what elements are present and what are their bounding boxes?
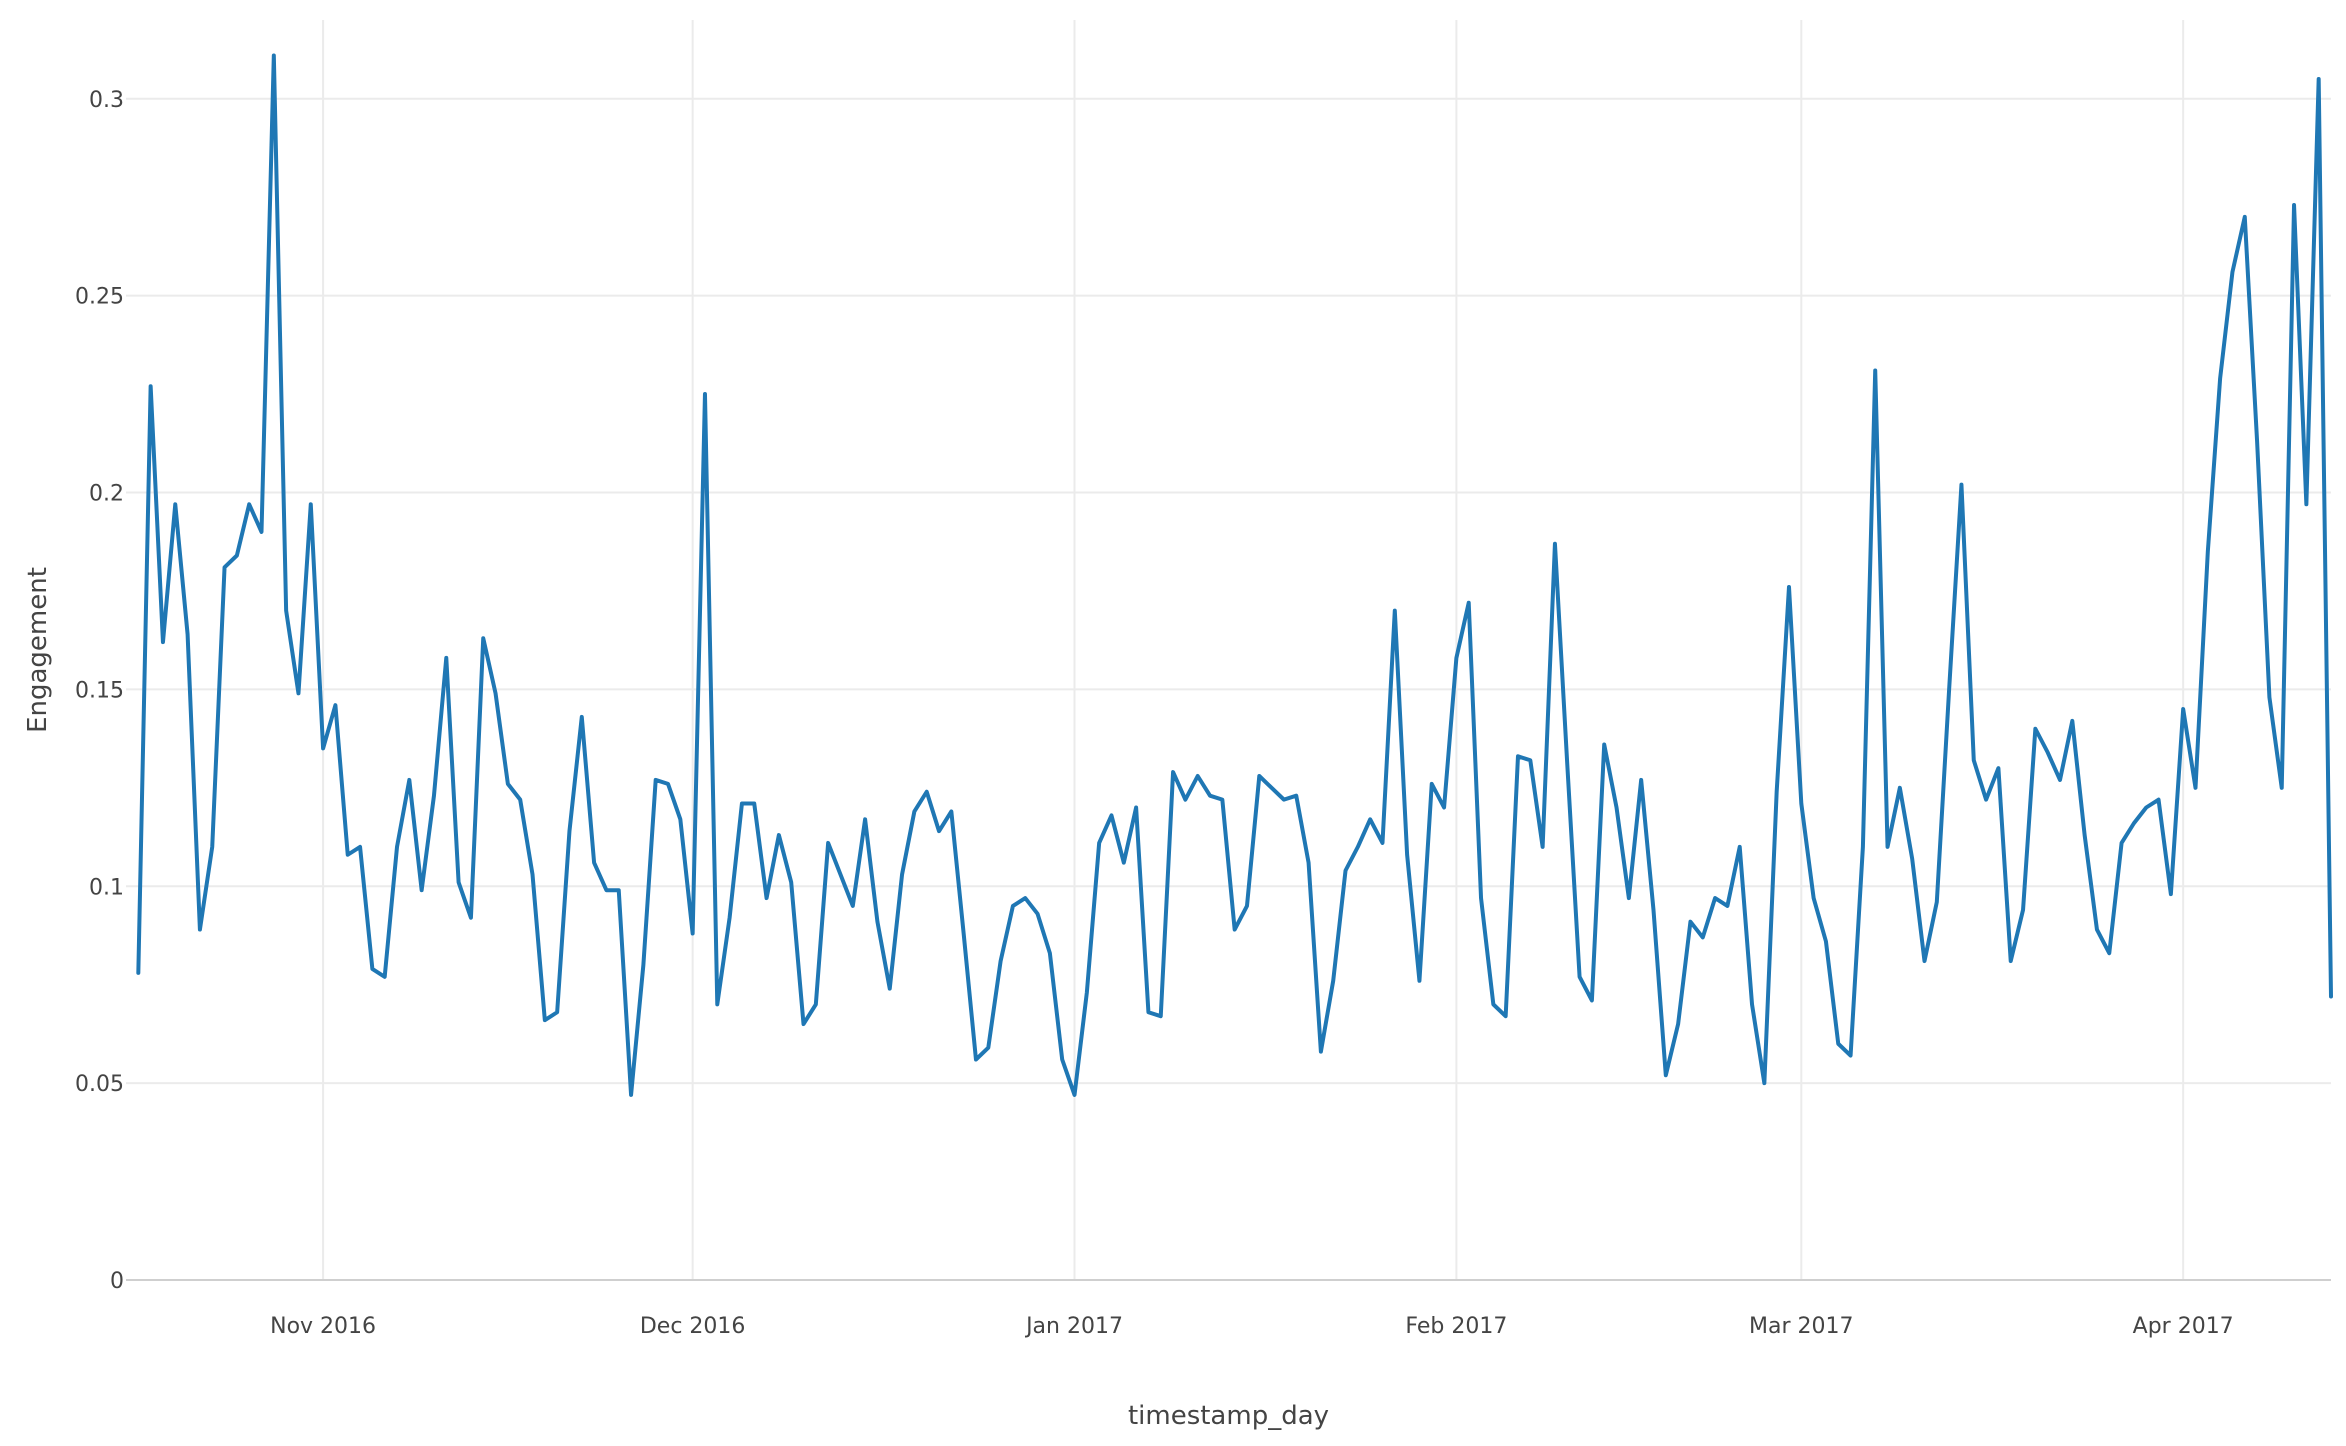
x-tick-label: Nov 2016 xyxy=(270,1314,376,1339)
x-tick-label: Mar 2017 xyxy=(1749,1314,1854,1339)
engagement-series-line xyxy=(136,53,2333,1097)
x-tick-label: Feb 2017 xyxy=(1405,1314,1507,1339)
x-tick-label: Jan 2017 xyxy=(1024,1314,1123,1339)
y-tick-label: 0.1 xyxy=(89,875,124,900)
y-tick-labels: 0 0.05 0.1 0.15 0.2 0.25 0.3 xyxy=(75,88,124,1294)
x-tick-labels: Nov 2016 Dec 2016 Jan 2017 Feb 2017 Mar 2017… xyxy=(270,1314,2234,1339)
y-tick-label: 0.05 xyxy=(75,1072,124,1097)
y-tick-label: 0.15 xyxy=(75,678,124,703)
y-tick-label: 0.2 xyxy=(89,482,124,507)
x-tick-label: Dec 2016 xyxy=(640,1314,746,1339)
y-tick-label: 0 xyxy=(110,1269,124,1294)
y-tick-label: 0.3 xyxy=(89,88,124,113)
x-tick-label: Apr 2017 xyxy=(2133,1314,2234,1339)
y-axis-title: Engagement xyxy=(23,567,53,733)
x-gridlines xyxy=(322,20,2185,1280)
x-axis-title: timestamp_day xyxy=(1128,1401,1329,1431)
y-gridlines xyxy=(126,97,2331,1085)
y-tick-label: 0.25 xyxy=(75,285,124,310)
